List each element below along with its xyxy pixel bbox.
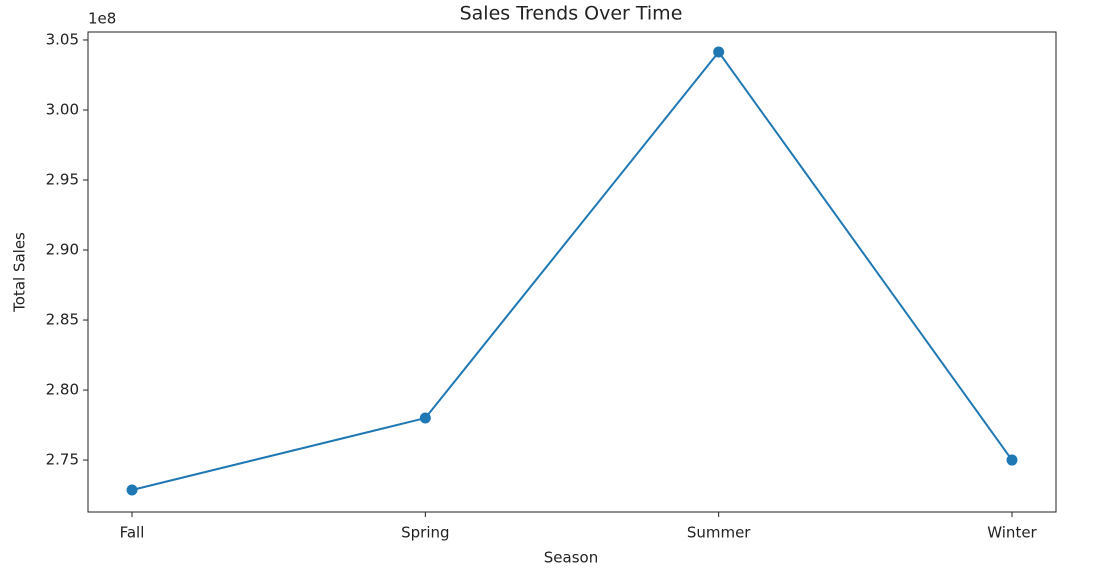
chart-title: Sales Trends Over Time — [460, 3, 683, 25]
y-offset-label: 1e8 — [88, 10, 116, 28]
y-axis-label: Total Sales — [11, 232, 29, 313]
marker — [126, 484, 138, 496]
y-tick-label: 2.75 — [46, 451, 79, 469]
y-tick-label: 3.00 — [46, 100, 79, 118]
marker — [713, 46, 725, 58]
y-tick-label: 2.90 — [46, 241, 79, 259]
plot-frame — [87, 31, 1057, 513]
line — [131, 50, 1013, 491]
y-tick-label: 3.05 — [46, 30, 79, 48]
y-tick-label: 2.85 — [46, 311, 79, 329]
x-tick-label: Summer — [687, 524, 751, 542]
marker — [1006, 454, 1018, 466]
x-tick-label: Winter — [987, 524, 1037, 542]
x-tick-label: Spring — [401, 524, 449, 542]
x-tick-label: Fall — [120, 524, 145, 542]
x-axis-label: Season — [544, 549, 598, 567]
marker — [419, 412, 431, 424]
y-tick-label: 2.80 — [46, 381, 79, 399]
y-tick-label: 2.95 — [46, 171, 79, 189]
